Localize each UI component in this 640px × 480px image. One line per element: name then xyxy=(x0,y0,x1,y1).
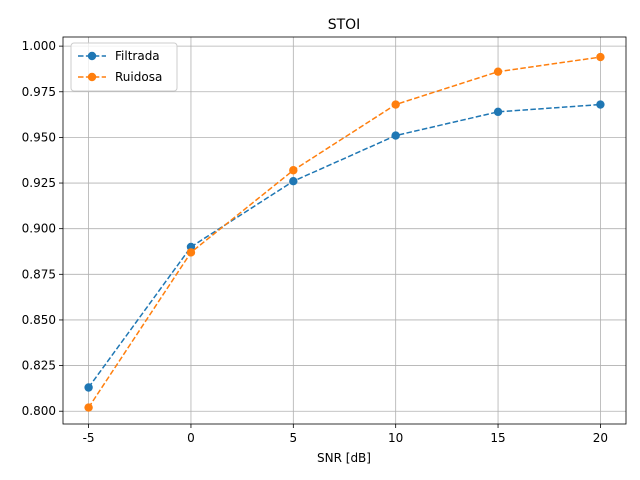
x-tick-label: 20 xyxy=(593,431,608,445)
grid-lines xyxy=(63,37,626,424)
series-line-filtrada xyxy=(87,103,601,388)
y-tick-label: 0.975 xyxy=(22,85,56,99)
y-tick-label: 0.875 xyxy=(22,267,56,281)
x-tick-label: 15 xyxy=(490,431,505,445)
y-tick-label: 1.000 xyxy=(22,39,56,53)
y-tick-label: 0.950 xyxy=(22,130,56,144)
x-axis-label: SNR [dB] xyxy=(317,451,371,465)
data-point-ruidosa xyxy=(391,100,400,109)
data-point-ruidosa xyxy=(289,166,298,175)
data-point-filtrada xyxy=(391,131,400,140)
y-tick-label: 0.825 xyxy=(22,359,56,373)
series-line-ruidosa xyxy=(87,56,601,408)
x-tick-label: 0 xyxy=(187,431,195,445)
data-point-filtrada xyxy=(289,177,298,186)
y-tick-label: 0.800 xyxy=(22,404,56,418)
legend-label: Ruidosa xyxy=(115,70,162,84)
x-tick-label: 10 xyxy=(388,431,403,445)
y-tick-label: 0.850 xyxy=(22,313,56,327)
data-point-ruidosa xyxy=(186,248,196,257)
x-tick-label: 5 xyxy=(289,431,297,445)
data-point-filtrada xyxy=(596,100,605,109)
axis-ticks: -5 0 5 10 15 20 0.800 0.825 0.850 0.875 0.900 0.925… xyxy=(22,39,608,445)
y-tick-label: 0.900 xyxy=(22,222,56,236)
data-point-ruidosa xyxy=(493,67,503,76)
data-point-filtrada xyxy=(493,107,503,117)
legend-label: Filtrada xyxy=(115,49,160,63)
data-point-ruidosa xyxy=(596,52,605,62)
legend: Filtrada Ruidosa xyxy=(70,42,178,92)
series-layer xyxy=(84,52,605,412)
chart-title: STOI xyxy=(328,17,361,33)
legend-marker xyxy=(87,51,97,61)
x-tick-label: -5 xyxy=(83,431,95,445)
legend-box xyxy=(70,42,178,92)
y-tick-label: 0.925 xyxy=(22,176,56,190)
data-point-ruidosa xyxy=(84,403,93,412)
legend-marker xyxy=(87,72,97,82)
data-point-filtrada xyxy=(84,383,93,392)
plot-area-frame xyxy=(62,36,627,425)
